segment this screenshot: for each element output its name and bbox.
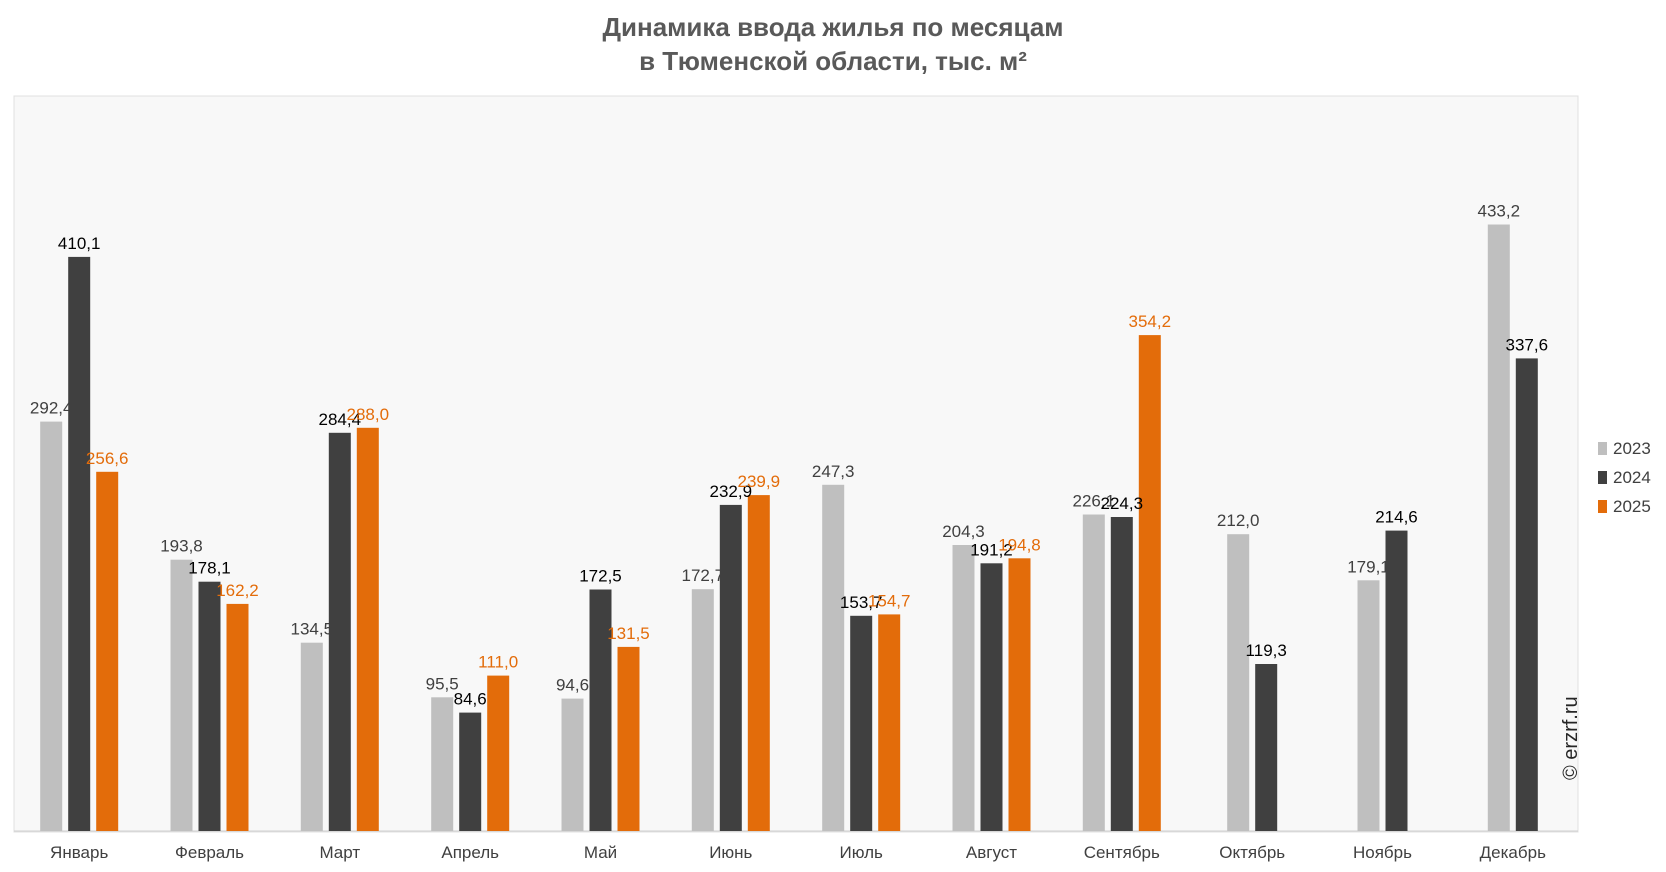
chart-title: Динамика ввода жилья по месяцам в Тюменс… [0, 10, 1666, 78]
labels-layer: 292,4 410,1 256,6 193,8 178,1 162,2 134,5 284,4… [30, 202, 1548, 709]
legend-swatch-2024 [1598, 471, 1607, 484]
data-label-2023-cat-7: 204,3 [942, 522, 985, 541]
bar-2024-cat-0 [68, 256, 91, 831]
data-label-2023-cat-6: 247,3 [812, 462, 855, 481]
data-label-2025-cat-7: 194,8 [998, 535, 1041, 554]
data-label-2024-cat-4: 172,5 [579, 567, 622, 586]
legend-label-2023: 2023 [1613, 438, 1651, 458]
bar-2024-cat-1 [198, 581, 221, 831]
data-label-2025-cat-5: 239,9 [738, 472, 781, 491]
x-tick-label-cat-7: Август [966, 843, 1017, 862]
x-tick-label-cat-11: Декабрь [1480, 843, 1546, 862]
data-label-2025-cat-6: 154,7 [868, 591, 911, 610]
legend: 2023 2024 2025 [1598, 434, 1651, 521]
data-label-2023-cat-0: 292,4 [30, 399, 73, 418]
legend-item-2025: 2025 [1598, 492, 1651, 521]
data-label-2024-cat-3: 84,6 [454, 690, 487, 709]
data-label-2023-cat-3: 95,5 [426, 674, 459, 693]
bar-2024-cat-5 [719, 504, 742, 831]
x-tick-label-cat-8: Сентябрь [1084, 843, 1160, 862]
data-label-2023-cat-8: 226,1 [1073, 492, 1116, 511]
x-tick-label-cat-0: Январь [50, 843, 108, 862]
legend-label-2024: 2024 [1613, 467, 1651, 487]
bar-2023-cat-5 [691, 589, 714, 831]
data-label-2024-cat-8: 224,3 [1101, 494, 1144, 513]
data-label-2023-cat-1: 193,8 [160, 537, 203, 556]
x-tick-label-cat-2: Март [319, 843, 360, 862]
data-label-2025-cat-0: 256,6 [86, 449, 129, 468]
data-label-2024-cat-10: 214,6 [1375, 508, 1418, 527]
bar-2025-cat-3 [487, 675, 510, 831]
bar-2023-cat-7 [952, 545, 975, 831]
data-label-2023-cat-10: 179,1 [1347, 557, 1390, 576]
plot-area [13, 95, 1579, 833]
bars-layer [40, 224, 1538, 831]
x-tick-label-cat-5: Июнь [709, 843, 752, 862]
data-label-2025-cat-8: 354,2 [1129, 312, 1172, 331]
legend-swatch-2025 [1598, 500, 1607, 513]
data-label-2024-cat-5: 232,9 [710, 482, 753, 501]
legend-label-2025: 2025 [1613, 496, 1651, 516]
data-label-2023-cat-11: 433,2 [1478, 202, 1521, 221]
bar-2024-cat-8 [1110, 517, 1133, 831]
bar-2024-cat-7 [980, 563, 1003, 831]
bar-2023-cat-11 [1487, 224, 1510, 831]
data-label-2024-cat-9: 119,3 [1246, 641, 1287, 660]
data-label-2023-cat-4: 94,6 [556, 676, 589, 695]
legend-item-2024: 2024 [1598, 463, 1651, 492]
bar-2024-cat-9 [1255, 664, 1278, 831]
data-label-2024-cat-1: 178,1 [188, 559, 231, 578]
bar-2023-cat-1 [170, 559, 193, 831]
tick-labels-layer: Январь Февраль Март Апрель Май Июнь Июль Август… [50, 843, 1546, 862]
bar-2023-cat-0 [40, 421, 63, 831]
bar-2023-cat-10 [1357, 580, 1380, 831]
data-label-2024-cat-0: 410,1 [58, 234, 101, 253]
bar-2025-cat-7 [1008, 558, 1031, 831]
data-label-2023-cat-2: 134,5 [291, 620, 334, 639]
chart-title-line1: Динамика ввода жилья по месяцам [602, 12, 1064, 42]
data-label-2024-cat-2: 284,4 [319, 410, 362, 429]
bar-2024-cat-2 [328, 432, 351, 831]
bar-2025-cat-4 [617, 646, 640, 831]
x-tick-label-cat-1: Февраль [175, 843, 244, 862]
bar-2024-cat-3 [459, 712, 482, 831]
bar-2025-cat-6 [878, 614, 901, 831]
bar-2023-cat-8 [1082, 514, 1105, 831]
bar-2025-cat-0 [96, 471, 119, 831]
legend-item-2023: 2023 [1598, 434, 1651, 463]
legend-swatch-2023 [1598, 442, 1607, 455]
bar-2025-cat-5 [747, 495, 770, 831]
chart-title-line2: в Тюменской области, тыс. м² [639, 46, 1027, 76]
x-tick-label-cat-3: Апрель [441, 843, 499, 862]
watermark: © erzrf.ru [1560, 696, 1582, 780]
data-label-2025-cat-3: 111,0 [478, 653, 518, 672]
data-label-2024-cat-11: 337,6 [1506, 335, 1549, 354]
x-tick-label-cat-10: Ноябрь [1353, 843, 1412, 862]
data-label-2023-cat-5: 172,7 [682, 566, 725, 585]
bar-2023-cat-6 [822, 484, 845, 831]
bar-2024-cat-10 [1385, 530, 1408, 831]
bar-2023-cat-2 [300, 642, 323, 831]
x-tick-label-cat-6: Июль [840, 843, 884, 862]
bar-2025-cat-1 [226, 603, 249, 831]
data-label-2024-cat-7: 191,2 [970, 540, 1013, 559]
bar-2023-cat-4 [561, 698, 584, 831]
data-label-2025-cat-1: 162,2 [216, 581, 259, 600]
data-label-2025-cat-4: 131,5 [607, 624, 650, 643]
bar-2023-cat-9 [1227, 534, 1250, 831]
bar-2025-cat-2 [356, 427, 379, 831]
data-label-2023-cat-9: 212,0 [1217, 511, 1260, 530]
bar-2024-cat-6 [850, 615, 873, 831]
x-tick-label-cat-4: Май [584, 843, 617, 862]
bar-2023-cat-3 [431, 697, 454, 831]
bar-2024-cat-11 [1515, 358, 1538, 831]
bar-2025-cat-8 [1138, 335, 1161, 831]
x-tick-label-cat-9: Октябрь [1219, 843, 1285, 862]
bar-2024-cat-4 [589, 589, 612, 831]
data-label-2024-cat-6: 153,7 [840, 593, 883, 612]
data-label-2025-cat-2: 288,0 [347, 405, 390, 424]
